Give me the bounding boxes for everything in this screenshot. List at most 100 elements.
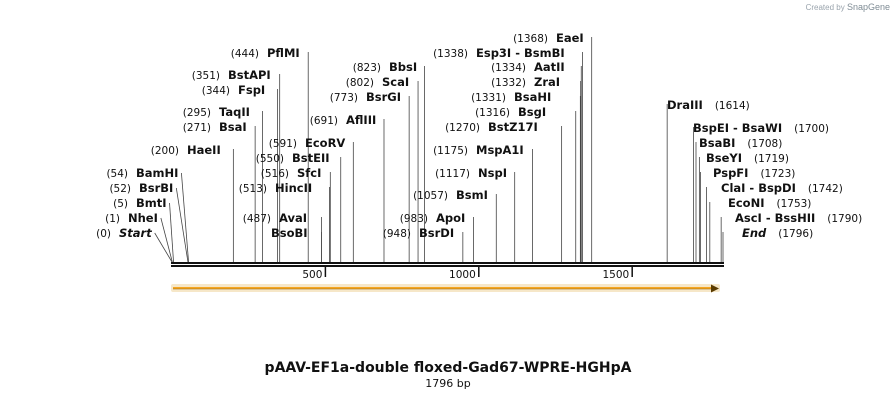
site-label-bsteii[interactable]: (550) BstEII <box>256 151 330 165</box>
site-label-bseyi[interactable]: BseYI (1719) <box>706 151 789 165</box>
site-name: BspEI - BsaWI <box>693 121 782 135</box>
site-label-bsobi[interactable]: BsoBI <box>271 226 308 240</box>
site-name: BsmI <box>456 188 488 202</box>
site-label-bsai[interactable]: (271) BsaI <box>183 120 247 134</box>
site-lines <box>154 37 724 263</box>
site-label-econi[interactable]: EcoNI (1753) <box>728 196 811 210</box>
site-name: BstZ17I <box>488 120 538 134</box>
site-position: (487) <box>243 213 271 225</box>
ruler-tick-label: 500 <box>302 269 322 281</box>
site-label-fspi[interactable]: (344) FspI <box>202 83 265 97</box>
site-position: (948) <box>383 228 411 240</box>
map-length: 1796 bp <box>425 377 471 390</box>
site-label-bmti[interactable]: (5) BmtI <box>113 196 166 210</box>
credit-prefix: Created by <box>805 3 845 12</box>
site-position: (591) <box>269 138 297 150</box>
site-position: (5) <box>113 198 128 210</box>
site-name: TaqII <box>219 105 250 119</box>
site-position: (351) <box>192 70 220 82</box>
site-label-aatii[interactable]: (1334) AatII <box>491 60 565 74</box>
site-name: BsrGI <box>366 90 401 104</box>
site-name: AflIII <box>346 113 376 127</box>
site-label-bsgi[interactable]: (1316) BsgI <box>475 105 546 119</box>
site-label-bsahi[interactable]: (1331) BsaHI <box>471 90 551 104</box>
site-position: (1332) <box>491 77 526 89</box>
ruler <box>171 262 724 267</box>
site-label-mspa1i[interactable]: (1175) MspA1I <box>433 143 524 157</box>
site-name: AscI - BssHII <box>735 211 815 225</box>
site-label-pflmi[interactable]: (444) PflMI <box>231 46 300 60</box>
site-position: (1614) <box>715 100 750 112</box>
site-position: (1700) <box>794 123 829 135</box>
site-label-bbsi[interactable]: (823) BbsI <box>353 60 417 74</box>
site-label-haeii[interactable]: (200) HaeII <box>151 143 221 157</box>
plasmid-linear-map: (0) Start(1) NheI(5) BmtI (52) BsrBI (54) BamHI… <box>96 31 862 293</box>
site-label-start[interactable]: (0) Start <box>96 226 152 240</box>
site-line-bamhi <box>181 172 189 263</box>
site-position: (1368) <box>513 33 548 45</box>
site-position: (344) <box>202 85 230 97</box>
site-position: (54) <box>106 168 128 180</box>
site-name: AvaI <box>279 211 307 225</box>
site-line-bmti <box>169 202 174 263</box>
site-label-bspei-bsawi[interactable]: BspEI - BsaWI (1700) <box>693 121 829 135</box>
site-label-eaei[interactable]: (1368) EaeI <box>513 31 584 45</box>
site-label-hincii[interactable]: (513) HincII <box>239 181 312 195</box>
site-position: (1708) <box>747 138 782 150</box>
backbone-bottom-strand <box>171 265 724 267</box>
feature-arrow <box>171 284 720 293</box>
ruler-tick-label: 1500 <box>602 269 629 281</box>
site-name: BsoBI <box>271 226 308 240</box>
site-name: ZraI <box>534 75 560 89</box>
site-name: End <box>742 226 767 240</box>
site-label-bsmi[interactable]: (1057) BsmI <box>413 188 488 202</box>
site-label-pspfi[interactable]: PspFI (1723) <box>713 166 795 180</box>
site-label-nspi[interactable]: (1117) NspI <box>435 166 507 180</box>
site-label-ecorv[interactable]: (591) EcoRV <box>269 136 346 150</box>
site-name: AatII <box>534 60 565 74</box>
site-label-asci-bsshii[interactable]: AscI - BssHII (1790) <box>735 211 862 225</box>
site-label-draiii[interactable]: DraIII (1614) <box>667 98 750 112</box>
site-position: (444) <box>231 48 259 60</box>
site-position: (983) <box>400 213 428 225</box>
site-name: ClaI - BspDI <box>721 181 796 195</box>
site-label-bsrbi[interactable]: (52) BsrBI <box>109 181 173 195</box>
site-name: ScaI <box>382 75 409 89</box>
map-title: pAAV-EF1a-double floxed-Gad67-WPRE-HGHpA <box>264 360 632 376</box>
site-position: (1753) <box>776 198 811 210</box>
site-label-bamhi[interactable]: (54) BamHI <box>106 166 178 180</box>
site-name: BamHI <box>136 166 178 180</box>
site-label-esp3i-bsmbi[interactable]: (1338) Esp3I - BsmBI <box>433 46 565 60</box>
site-label-taqii[interactable]: (295) TaqII <box>183 105 250 119</box>
site-label-bsabi[interactable]: BsaBI (1708) <box>699 136 782 150</box>
site-label-bsrgi[interactable]: (773) BsrGI <box>330 90 401 104</box>
site-position: (691) <box>310 115 338 127</box>
site-label-nhei[interactable]: (1) NheI <box>105 211 158 225</box>
site-label-zrai[interactable]: (1332) ZraI <box>491 75 560 89</box>
site-name: PflMI <box>267 46 300 60</box>
site-name: FspI <box>238 83 265 97</box>
site-name: SfcI <box>297 166 321 180</box>
site-name: BsrBI <box>139 181 173 195</box>
site-label-sfci[interactable]: (516) SfcI <box>261 166 322 180</box>
site-position: (1331) <box>471 92 506 104</box>
site-label-bstapi[interactable]: (351) BstAPI <box>192 68 271 82</box>
site-name: BstEII <box>292 151 330 165</box>
site-label-bstz17i[interactable]: (1270) BstZ17I <box>445 120 538 134</box>
site-name: BbsI <box>389 60 417 74</box>
site-name: EaeI <box>556 31 584 45</box>
site-labels: (0) Start(1) NheI(5) BmtI (52) BsrBI (54) BamHI… <box>96 31 862 240</box>
site-label-afliii[interactable]: (691) AflIII <box>310 113 377 127</box>
site-name: PspFI <box>713 166 748 180</box>
site-label-apoi[interactable]: (983) ApoI <box>400 211 466 225</box>
site-label-end[interactable]: End (1796) <box>742 226 813 240</box>
site-label-avai[interactable]: (487) AvaI <box>243 211 307 225</box>
site-position: (271) <box>183 122 211 134</box>
site-position: (513) <box>239 183 267 195</box>
site-label-scai[interactable]: (802) ScaI <box>346 75 409 89</box>
site-name: EcoNI <box>728 196 764 210</box>
site-label-clai-bspdi[interactable]: ClaI - BspDI (1742) <box>721 181 843 195</box>
site-position: (1719) <box>754 153 789 165</box>
site-name: BsaHI <box>514 90 551 104</box>
site-label-bsrdi[interactable]: (948) BsrDI <box>383 226 454 240</box>
